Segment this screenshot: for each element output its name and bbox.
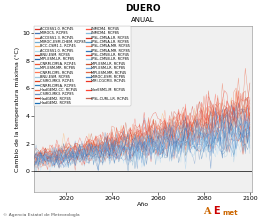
Text: met: met (222, 210, 238, 216)
Text: DUERO: DUERO (125, 4, 161, 13)
Text: ANUAL: ANUAL (131, 17, 155, 23)
Text: © Agencia Estatal de Meteorología: © Agencia Estatal de Meteorología (3, 213, 79, 217)
X-axis label: Año: Año (137, 202, 149, 207)
Y-axis label: Cambio de la temperatura máxima (°C): Cambio de la temperatura máxima (°C) (15, 46, 21, 172)
Text: A: A (203, 207, 210, 216)
Text: E: E (213, 206, 220, 216)
Legend: ACCESS1.0. RCP45, MIROC5. RCP85, ACCESS1.3. RCP45, MIROC-ESM-CHEM. RCP85, BCC-CS: ACCESS1.0. RCP45, MIROC5. RCP85, ACCESS1… (34, 26, 131, 106)
